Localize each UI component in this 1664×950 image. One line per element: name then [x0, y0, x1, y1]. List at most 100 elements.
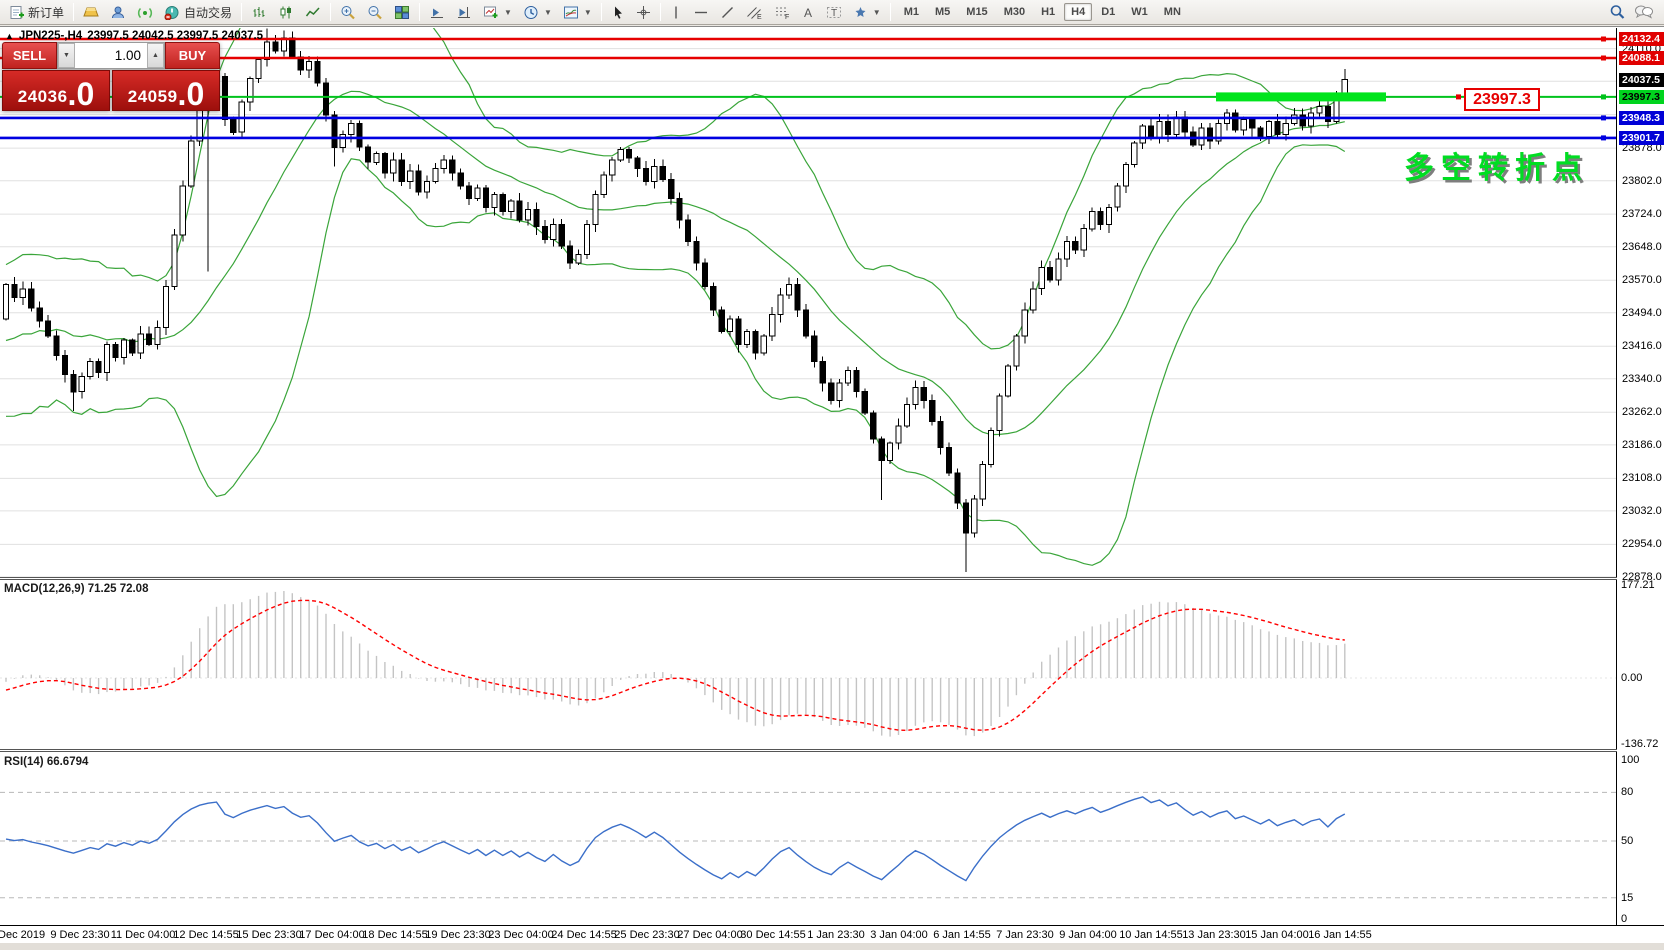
- timeframe-button-m5[interactable]: M5: [935, 6, 951, 18]
- rsi-axis-label: 50: [1621, 835, 1634, 847]
- chart-ohlc-values: 23997.5 24042.5 23997.5 24037.5: [87, 30, 264, 42]
- timeframe-button-h1[interactable]: H1: [1041, 6, 1056, 18]
- rsi-axis-label: 0: [1621, 913, 1628, 925]
- volume-decrease-button[interactable]: ▼: [58, 43, 75, 68]
- timeframe-button-mn[interactable]: MN: [1163, 6, 1181, 18]
- new-order-label: 新订单: [28, 5, 65, 20]
- separator: [330, 3, 332, 21]
- label-button[interactable]: T: [821, 2, 847, 23]
- zoom-in-button[interactable]: [335, 2, 361, 23]
- vline-button[interactable]: [665, 2, 687, 23]
- shapes-button[interactable]: ▼: [848, 2, 886, 23]
- text-button[interactable]: A: [797, 2, 820, 23]
- time-axis-label: 19 Dec 23:30: [425, 929, 491, 941]
- text-a-icon: A: [804, 6, 812, 20]
- chart-shift-icon: [458, 6, 471, 18]
- timeframe-button-m15[interactable]: M15: [966, 6, 988, 18]
- timeframe-button-w1[interactable]: W1: [1131, 6, 1148, 18]
- styler-button[interactable]: [78, 2, 104, 23]
- search-icon[interactable]: [1609, 4, 1626, 20]
- time-axis-label: 17 Dec 04:00: [299, 929, 365, 941]
- new-order-button[interactable]: 新订单: [4, 2, 69, 23]
- pane-divider[interactable]: [0, 577, 1664, 580]
- channel-button[interactable]: E: [741, 2, 768, 23]
- tile-windows-button[interactable]: [389, 2, 415, 23]
- separator: [659, 3, 661, 21]
- rsi-axis-label: 15: [1621, 892, 1634, 904]
- macd-axis-min: -136.72: [1621, 738, 1659, 750]
- timeframe-button-h4[interactable]: H4: [1064, 3, 1093, 21]
- time-axis-label: 23 Dec 04:00: [488, 929, 554, 941]
- time-axis-label: 12 Dec 14:55: [173, 929, 239, 941]
- rsi-label: RSI(14) 66.6794: [4, 756, 89, 768]
- signal-button[interactable]: [132, 2, 158, 23]
- line-handle: [1601, 135, 1606, 141]
- rsi-axis-label: 80: [1621, 786, 1634, 798]
- autotrade-label: 自动交易: [184, 5, 233, 20]
- candlestick-button[interactable]: [273, 2, 299, 23]
- timeframe-button-d1[interactable]: D1: [1101, 6, 1116, 18]
- indicators-button[interactable]: ▼: [478, 2, 517, 23]
- time-axis-label: 18 Dec 14:55: [362, 929, 428, 941]
- line-chart-button[interactable]: [300, 2, 326, 23]
- crosshair-button[interactable]: [631, 2, 656, 23]
- vline-icon: [675, 6, 677, 18]
- auto-scroll-button[interactable]: [424, 2, 450, 23]
- time-axis-label: 11 Dec 04:00: [110, 929, 176, 941]
- time-axis-label: 15 Dec 23:30: [236, 929, 302, 941]
- cursor-button[interactable]: [606, 2, 630, 23]
- price-tick-label: 23186.0: [1622, 439, 1662, 451]
- buy-price[interactable]: 24059 .0: [112, 70, 220, 111]
- green-bar-object: [1216, 92, 1386, 102]
- chart-title: ▲ JPN225-,H4 23997.5 24042.5 23997.5 240…: [5, 30, 263, 42]
- svg-text:T: T: [831, 8, 837, 19]
- bollinger-middle: [5, 90, 1345, 436]
- volume-increase-button[interactable]: ▲: [147, 43, 164, 68]
- annotation-text[interactable]: 多空转折点: [1404, 152, 1589, 185]
- svg-text:E: E: [757, 14, 762, 20]
- fibonacci-button[interactable]: F: [769, 2, 796, 23]
- price-display-row: 24036 .0 24059 .0: [2, 70, 220, 111]
- volume-value[interactable]: 1.00: [114, 48, 141, 63]
- zoom-out-button[interactable]: [362, 2, 388, 23]
- dropdown-caret: ▼: [583, 7, 592, 17]
- buy-button[interactable]: BUY: [165, 42, 220, 69]
- trendline-button[interactable]: [715, 2, 740, 23]
- auto-scroll-icon: [431, 8, 444, 18]
- time-axis-label: 9 Jan 04:00: [1059, 929, 1117, 941]
- bollinger-bands: [5, 28, 1346, 566]
- template-icon: [563, 6, 578, 18]
- template-button[interactable]: ▼: [558, 2, 597, 23]
- autotrade-button[interactable]: 自动交易: [159, 2, 237, 23]
- macd-axis-zero: 0.00: [1621, 672, 1643, 684]
- crosshair-icon: [636, 5, 650, 19]
- time-axis-label: 25 Dec 23:30: [614, 929, 680, 941]
- chat-icon[interactable]: [1634, 4, 1654, 20]
- hline-button[interactable]: [688, 2, 714, 23]
- price-flag-label[interactable]: 23997.3: [1464, 88, 1540, 111]
- sell-price[interactable]: 24036 .0: [2, 70, 110, 111]
- dropdown-caret: ▼: [872, 7, 881, 17]
- price-level-chip: 24132.4: [1619, 32, 1664, 46]
- timeframe-button-m1[interactable]: M1: [903, 6, 919, 18]
- bar-chart-button[interactable]: [246, 2, 272, 23]
- main-toolbar: 新订单 自动交易: [0, 0, 1664, 25]
- level-lines[interactable]: [0, 36, 1616, 141]
- price-level-chip: 24088.1: [1619, 51, 1664, 65]
- pane-divider[interactable]: [0, 749, 1664, 752]
- sell-button[interactable]: SELL: [2, 42, 57, 69]
- price-axis[interactable]: [1617, 28, 1664, 925]
- periods-button[interactable]: ▼: [518, 2, 557, 23]
- time-axis-label: 6 Dec 2019: [0, 929, 46, 941]
- timeframe-button-m30[interactable]: M30: [1003, 6, 1026, 18]
- svg-text:F: F: [785, 14, 789, 20]
- sell-price-main: 24036: [17, 87, 68, 106]
- community-button[interactable]: [105, 2, 131, 23]
- rsi-line: [5, 796, 1346, 882]
- chart-shift-button[interactable]: [451, 2, 477, 23]
- current-price-chip: 24037.5: [1619, 73, 1664, 87]
- chart-symbol-period: JPN225-,H4: [18, 30, 83, 42]
- time-axis-label: 27 Dec 04:00: [677, 929, 743, 941]
